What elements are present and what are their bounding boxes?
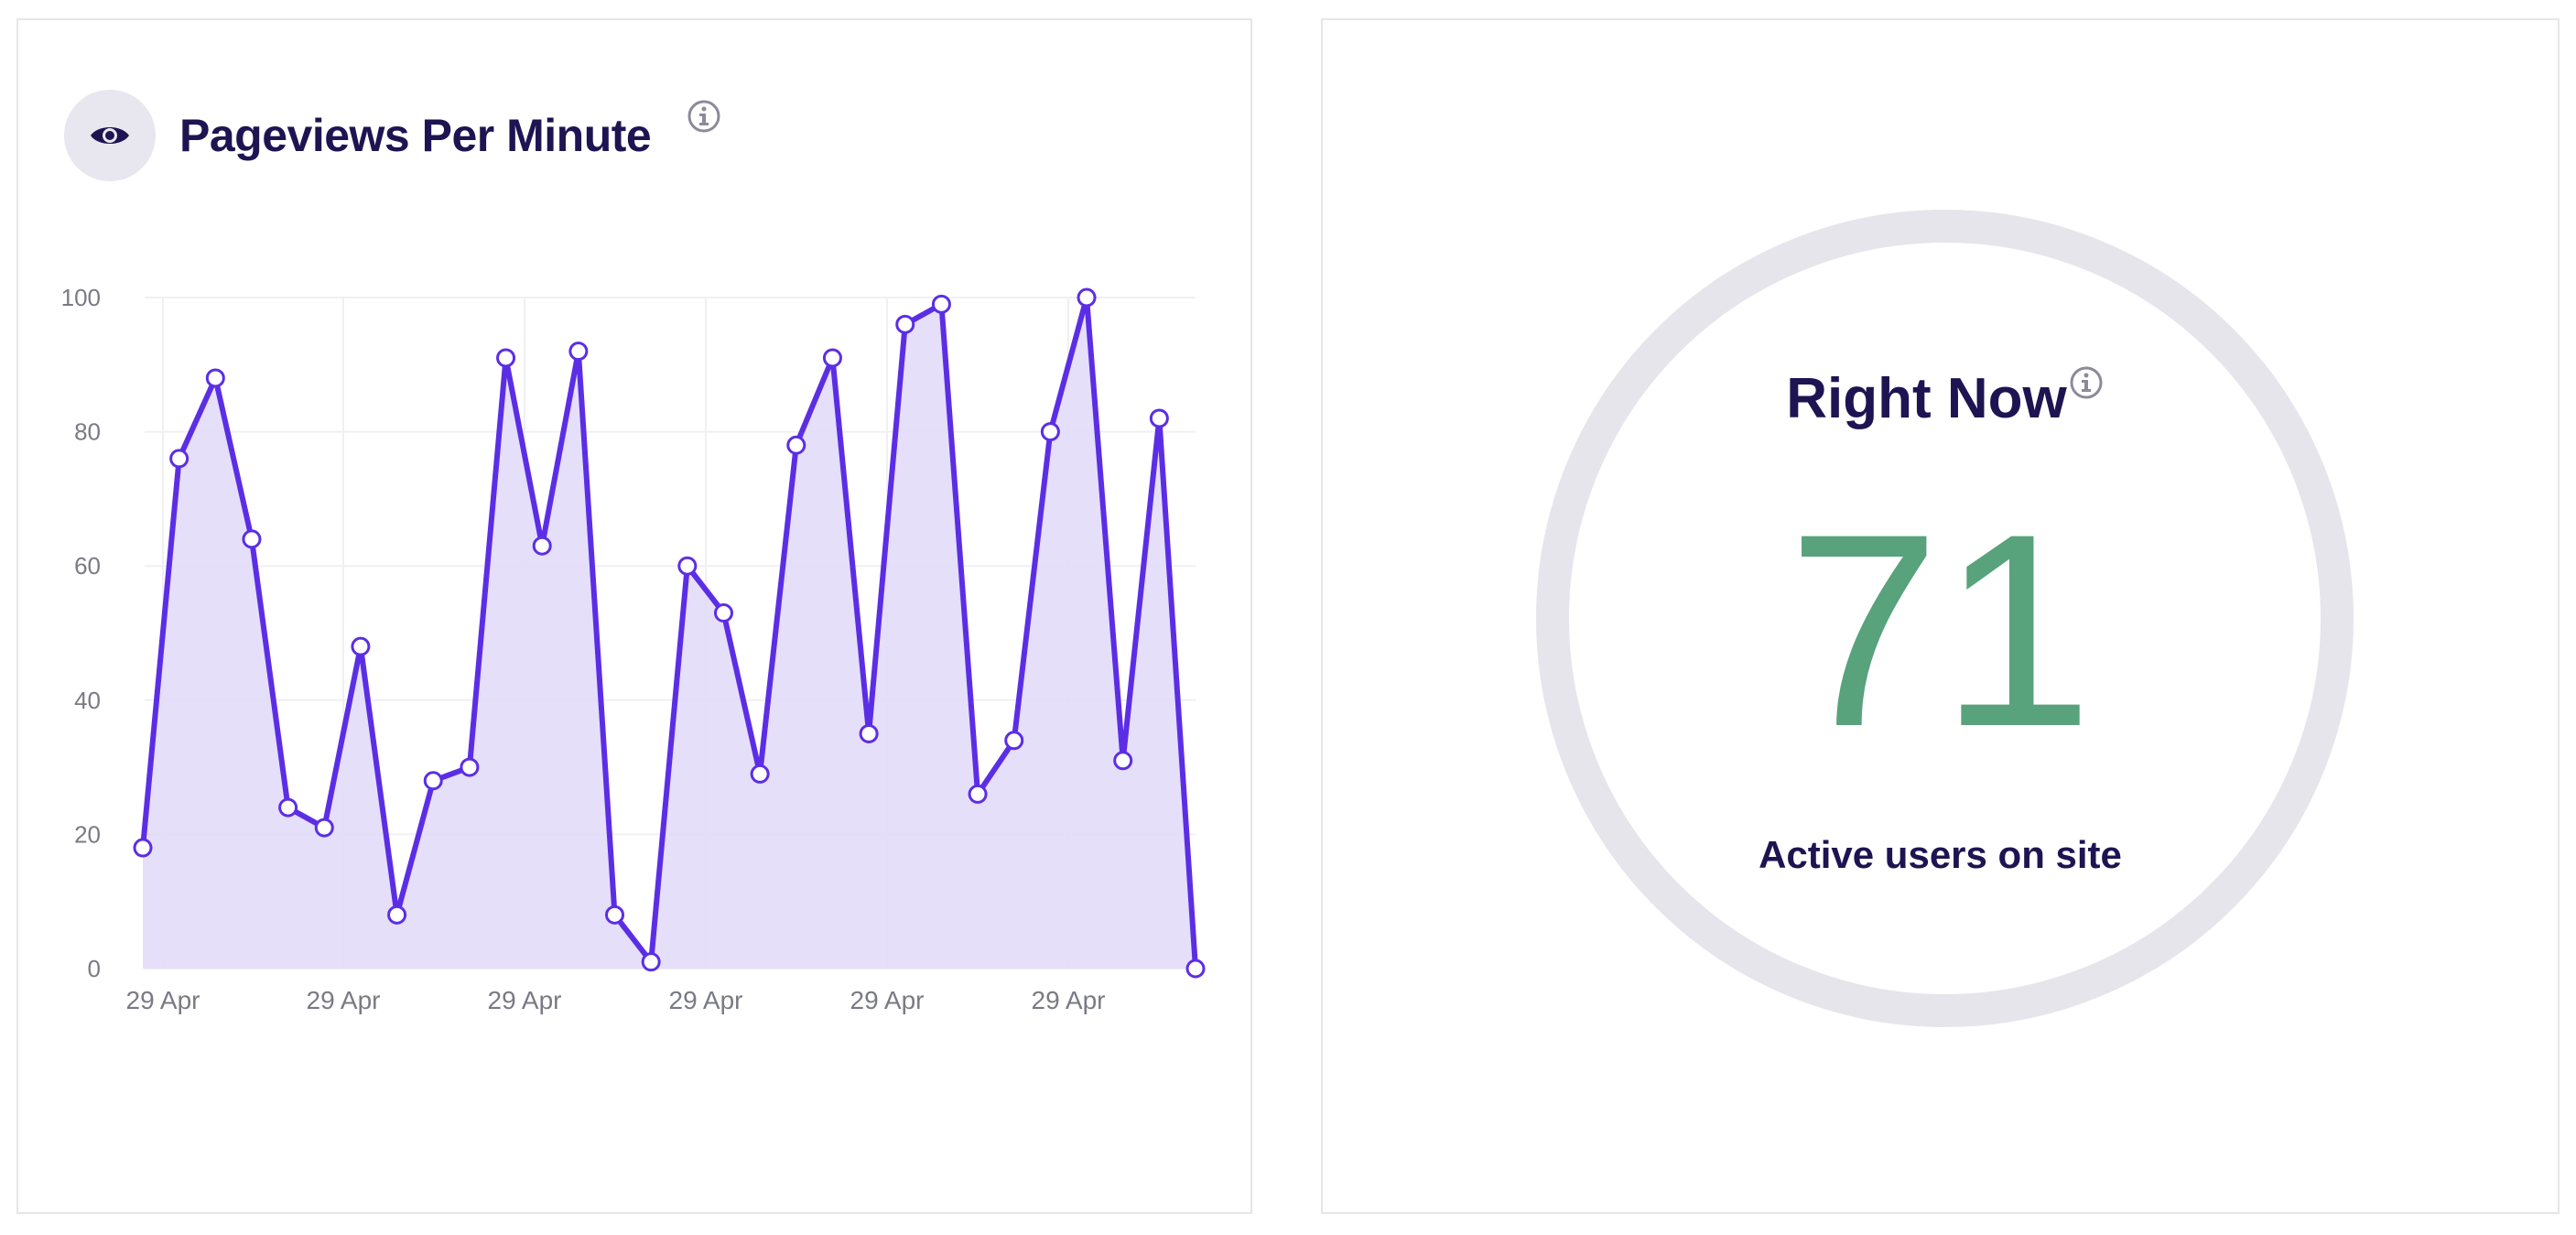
data-point <box>351 636 371 656</box>
data-point <box>605 905 625 925</box>
pageviews-header: Pageviews Per Minute <box>64 90 652 181</box>
data-point <box>169 449 189 469</box>
active-users-label: Active users on site <box>1759 833 2122 876</box>
data-point <box>1077 287 1097 308</box>
x-tick-label: 29 Apr <box>488 986 562 1014</box>
data-point <box>460 757 480 777</box>
y-tick-label: 20 <box>74 820 101 848</box>
data-point <box>1185 959 1206 979</box>
data-point <box>750 764 770 784</box>
data-point <box>859 723 879 743</box>
data-point <box>641 952 661 972</box>
y-tick-label: 80 <box>74 418 101 446</box>
data-point <box>713 603 733 623</box>
data-point <box>931 294 951 314</box>
info-icon[interactable] <box>687 99 721 134</box>
data-point <box>568 341 589 362</box>
pageviews-title: Pageviews Per Minute <box>179 110 652 161</box>
active-users-count: 71 <box>1787 476 2094 784</box>
pageviews-card: Pageviews Per Minute 0 20 40 60 80 100 29 Apr 2… <box>16 18 1252 1214</box>
data-point <box>968 784 988 804</box>
data-point <box>205 368 225 388</box>
data-point <box>1149 408 1169 428</box>
data-point <box>1004 731 1024 751</box>
data-point <box>786 435 806 455</box>
x-tick-label: 29 Apr <box>307 986 381 1014</box>
data-point <box>496 348 516 368</box>
pageviews-chart: 0 20 40 60 80 100 29 Apr 29 Apr 29 Apr 29 Apr 29 A… <box>61 284 1206 1014</box>
y-tick-label: 0 <box>88 955 101 982</box>
y-tick-label: 60 <box>74 552 101 580</box>
x-tick-label: 29 Apr <box>669 986 743 1014</box>
eye-icon <box>64 90 156 181</box>
data-point <box>1113 751 1133 771</box>
data-point <box>133 838 153 858</box>
data-point <box>677 556 698 576</box>
y-tick-label: 100 <box>61 284 101 311</box>
x-tick-label: 29 Apr <box>126 986 200 1014</box>
data-point <box>532 536 552 556</box>
x-tick-label: 29 Apr <box>850 986 925 1014</box>
x-tick-label: 29 Apr <box>1032 986 1106 1014</box>
y-tick-label: 40 <box>74 687 101 714</box>
data-point <box>242 529 262 549</box>
data-point <box>1040 422 1060 442</box>
data-point <box>895 314 915 334</box>
data-point <box>423 771 443 791</box>
right-now-title: Right Now <box>1786 367 2067 430</box>
info-icon[interactable] <box>2069 365 2104 400</box>
right-now-card: Right Now 71 Active users on site <box>1321 18 2560 1214</box>
data-point <box>822 348 842 368</box>
series-area <box>143 298 1196 969</box>
data-point <box>278 797 298 818</box>
data-point <box>387 905 407 925</box>
right-now-header: Right Now <box>1323 366 2558 431</box>
data-point <box>314 818 334 838</box>
